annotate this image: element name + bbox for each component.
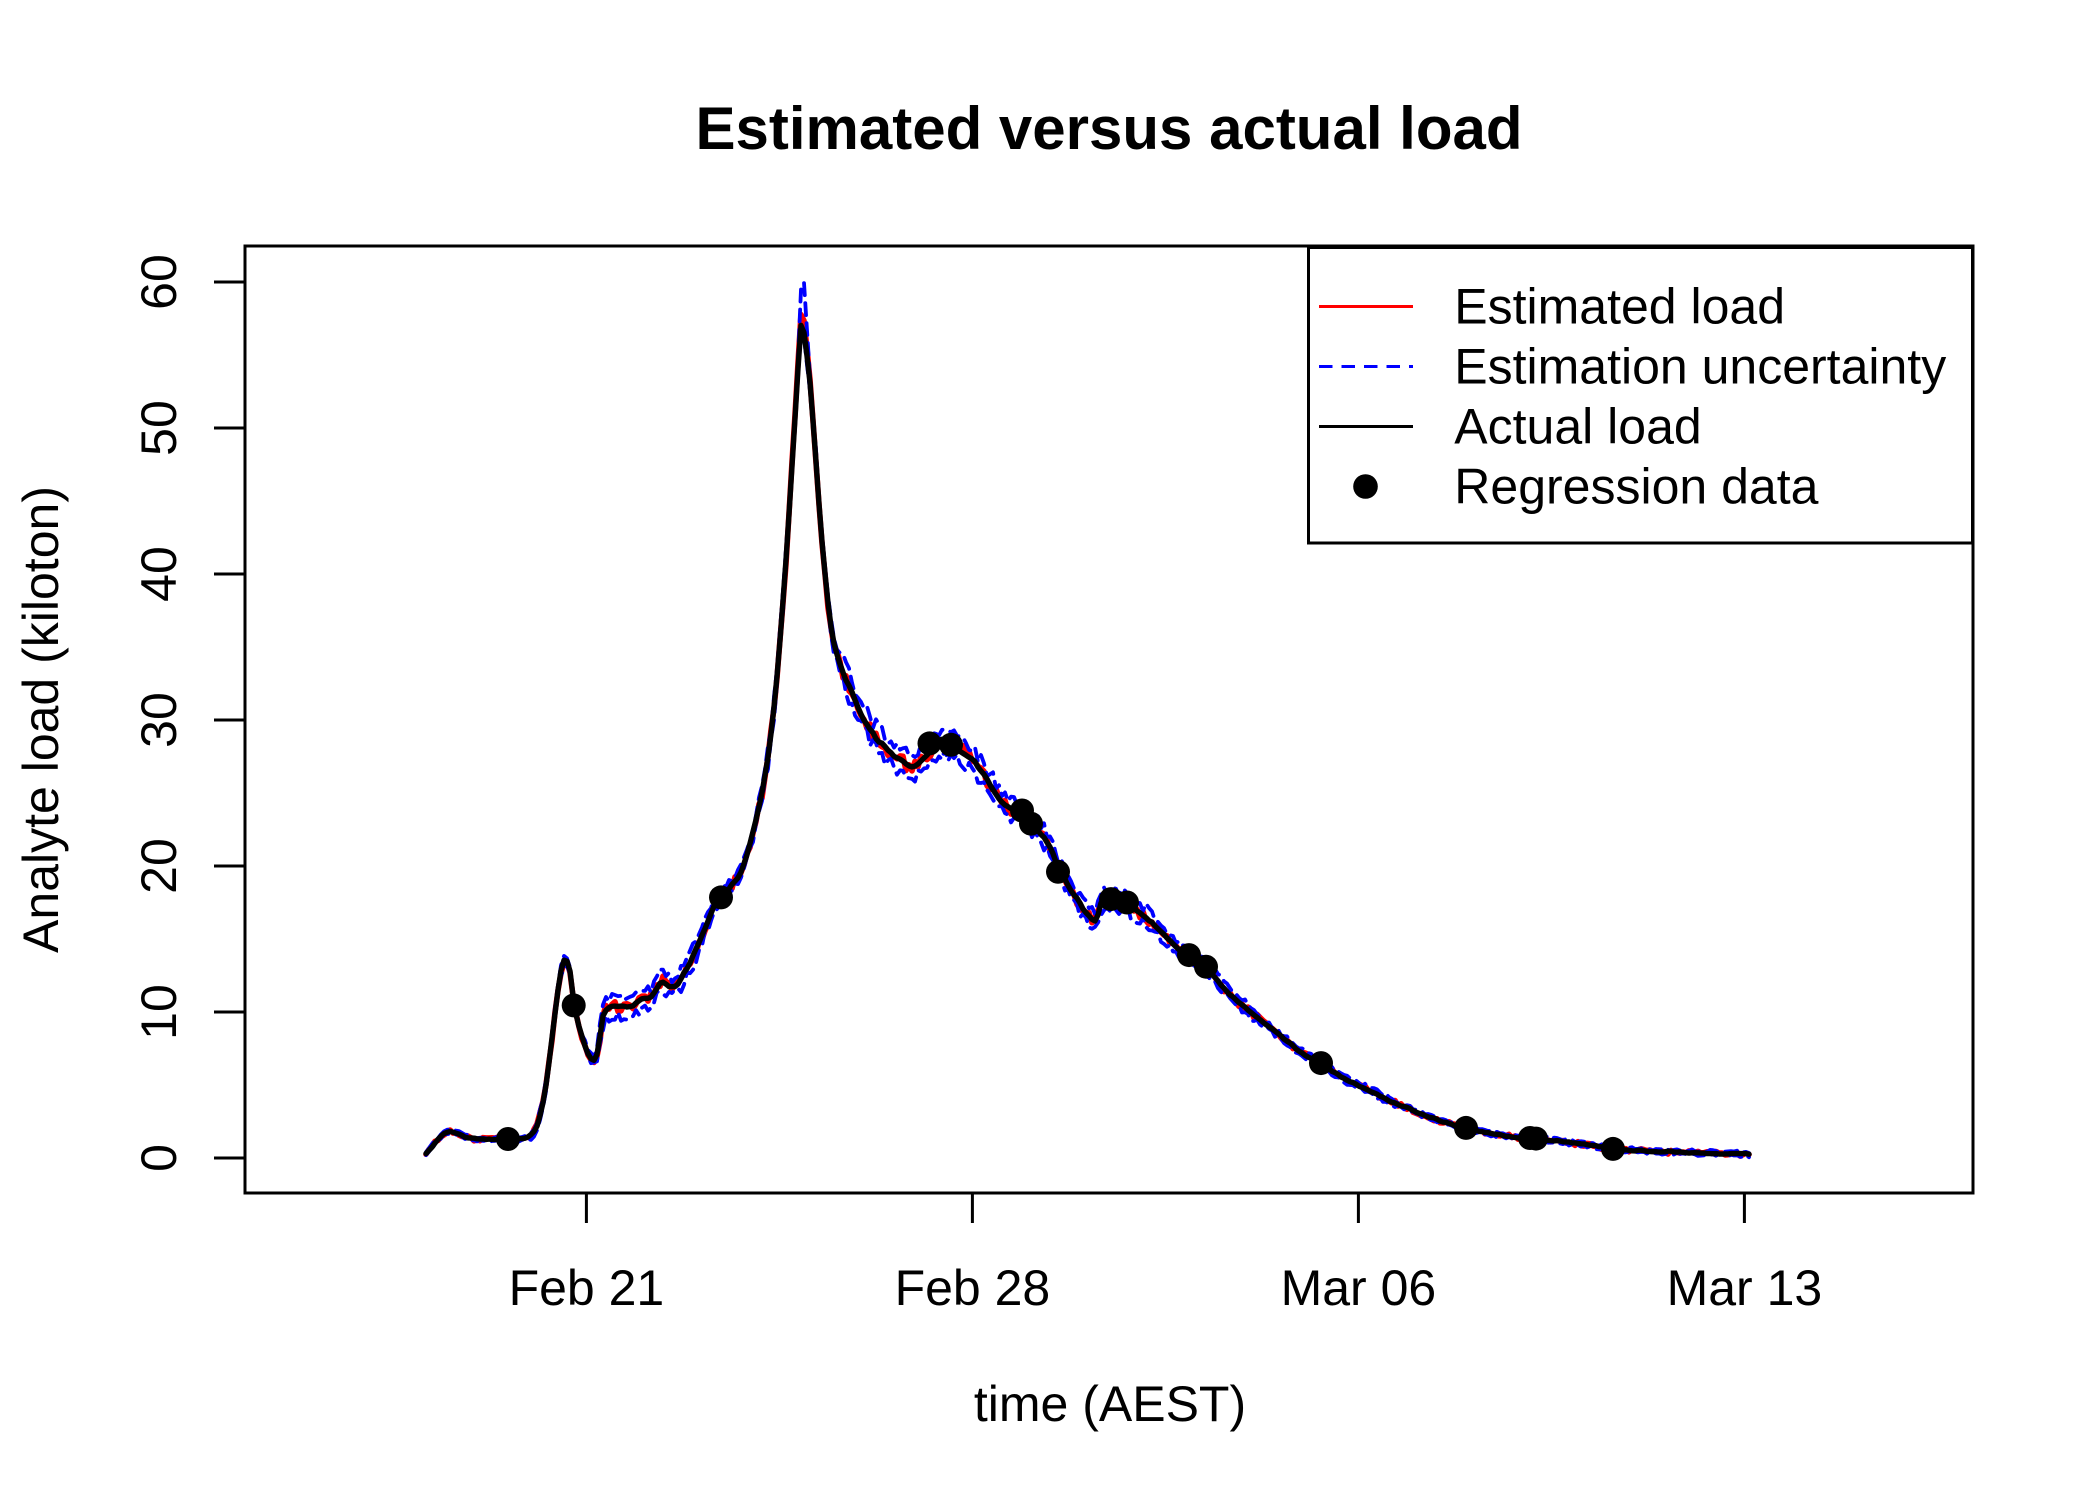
svg-text:Mar 06: Mar 06 (1281, 1260, 1437, 1316)
svg-text:Estimated load: Estimated load (1454, 279, 1785, 335)
svg-text:Estimated versus actual load: Estimated versus actual load (696, 95, 1523, 162)
svg-text:30: 30 (131, 692, 187, 748)
svg-text:0: 0 (131, 1144, 187, 1172)
svg-text:Feb 21: Feb 21 (509, 1260, 665, 1316)
svg-text:Feb 28: Feb 28 (895, 1260, 1051, 1316)
svg-text:20: 20 (131, 838, 187, 894)
svg-text:60: 60 (131, 254, 187, 310)
svg-text:40: 40 (131, 546, 187, 602)
svg-text:Mar 13: Mar 13 (1667, 1260, 1823, 1316)
svg-text:Regression data: Regression data (1454, 459, 1818, 515)
svg-text:50: 50 (131, 400, 187, 456)
svg-text:Estimation uncertainty: Estimation uncertainty (1454, 339, 1946, 395)
svg-text:10: 10 (131, 984, 187, 1040)
svg-text:time (AEST): time (AEST) (974, 1376, 1246, 1432)
svg-text:Actual load: Actual load (1454, 399, 1701, 455)
svg-text:Analyte load (kiloton): Analyte load (kiloton) (13, 486, 69, 953)
